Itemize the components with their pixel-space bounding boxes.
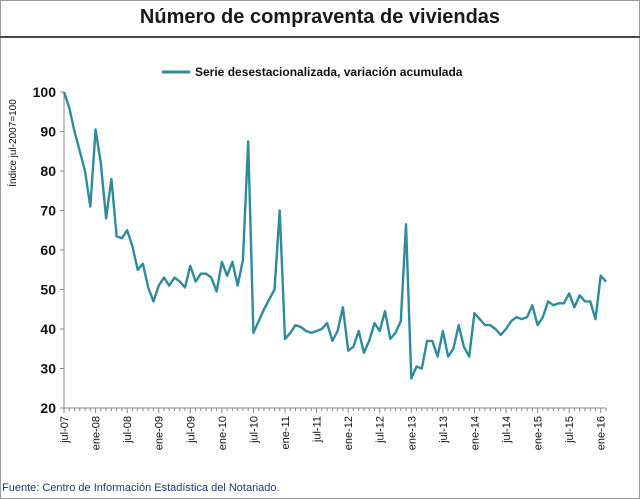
x-tick-label: jul-11: [312, 416, 324, 443]
plot-area: [62, 91, 607, 380]
x-tick-label: jul-14: [501, 416, 513, 444]
y-tick-label: 70: [40, 203, 56, 219]
x-tick-label: jul-10: [248, 416, 260, 444]
y-tick-label: 80: [40, 163, 56, 179]
x-tick-label: ene-16: [596, 416, 608, 450]
x-tick-label: jul-15: [564, 416, 576, 444]
x-tick-label: jul-13: [438, 416, 450, 444]
axes: [63, 92, 606, 409]
y-tick-label: 90: [40, 124, 56, 140]
y-tick-label: 20: [40, 400, 56, 416]
x-tick-label: ene-13: [406, 416, 418, 450]
x-tick-label: ene-14: [469, 416, 481, 450]
x-tick-label: ene-11: [280, 416, 292, 449]
legend-label: Serie desestacionalizada, variación acum…: [195, 65, 463, 79]
y-axis-label: Índice jul-2007=100: [6, 99, 19, 187]
legend: Serie desestacionalizada, variación acum…: [162, 65, 463, 79]
x-tick-label: ene-08: [91, 416, 103, 450]
y-tick-label: 30: [40, 361, 56, 377]
x-tick-label: ene-15: [533, 416, 545, 450]
chart-title: Número de compraventa de viviendas: [139, 6, 501, 28]
x-tick-label: ene-10: [217, 416, 229, 450]
x-tick-label: jul-08: [122, 416, 134, 444]
x-ticks: jul-07 ene-08 jul-08 ene-09 jul-09 ene-10 jul-…: [59, 408, 608, 450]
y-tick-label: 60: [40, 242, 56, 258]
y-ticks: 20 30 40 50 60 70 80 90 100: [33, 84, 64, 416]
y-tick-label: 40: [40, 321, 56, 337]
y-tick-label: 50: [40, 282, 56, 298]
x-tick-label: jul-07: [59, 416, 71, 444]
source-note: Fuente: Centro de Información Estadístic…: [2, 482, 280, 494]
series-line: [62, 91, 607, 380]
x-tick-label: ene-12: [343, 416, 355, 450]
x-tick-label: ene-09: [154, 416, 166, 450]
y-tick-label: 100: [33, 84, 57, 100]
title-divider: [0, 36, 640, 38]
x-tick-label: jul-12: [375, 416, 387, 444]
x-tick-label: jul-09: [185, 416, 197, 444]
